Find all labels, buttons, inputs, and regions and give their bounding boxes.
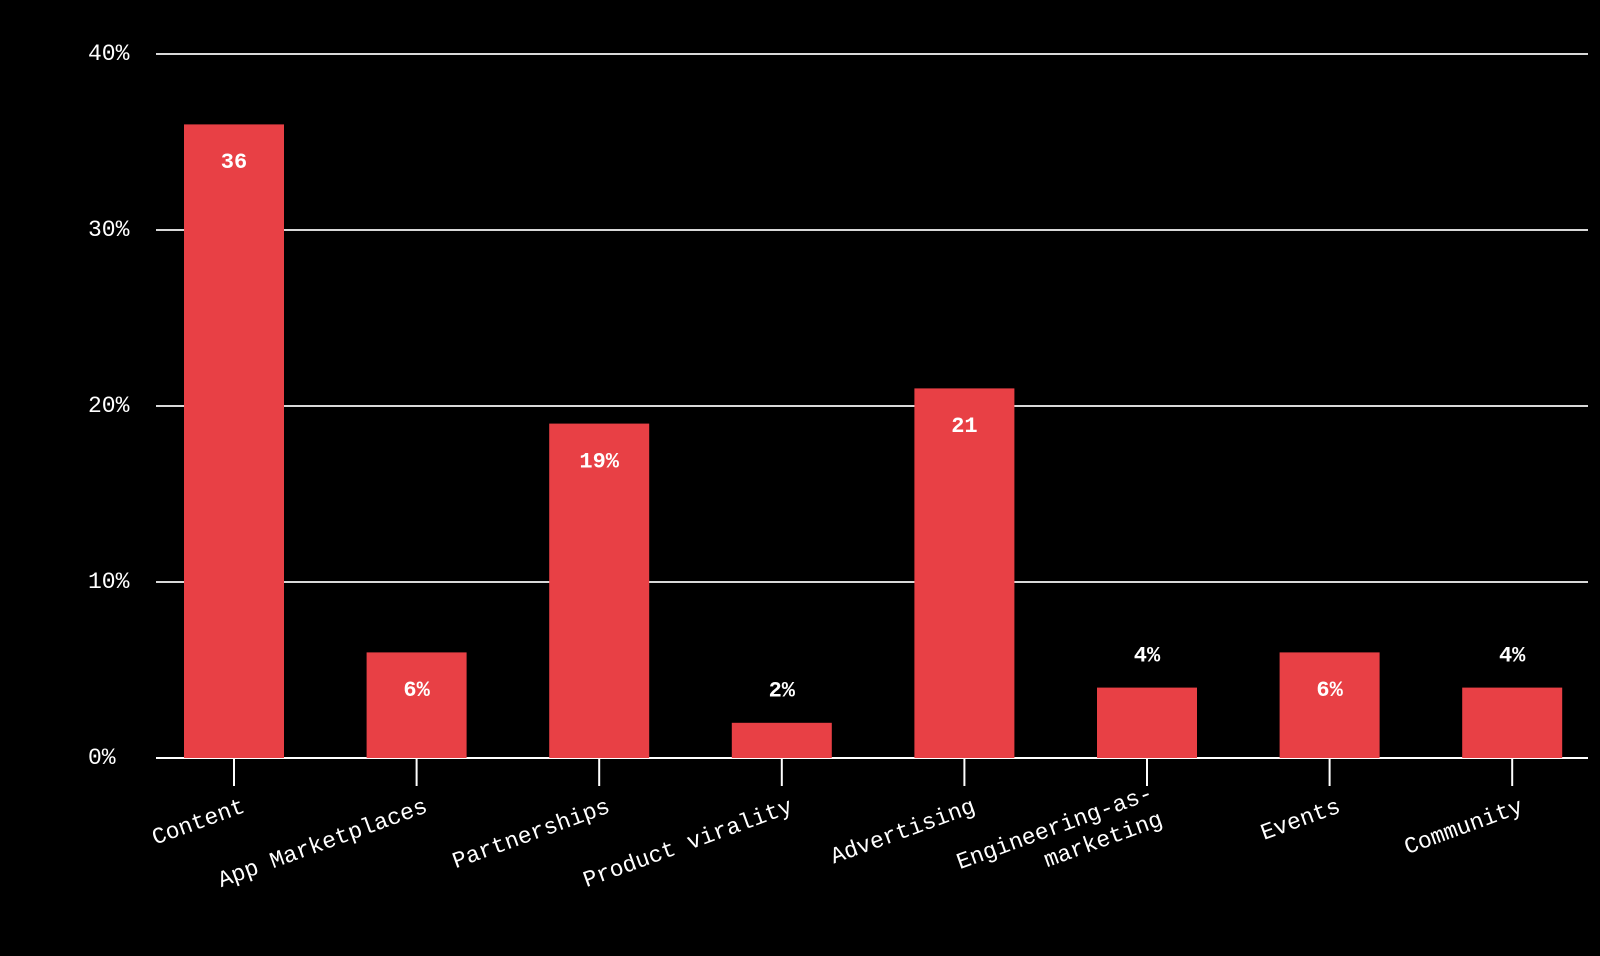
y-tick-label: 40%: [88, 41, 130, 67]
x-tick-label: Product virality: [580, 794, 797, 894]
bar: [184, 124, 284, 758]
bar: [914, 388, 1015, 758]
bar: [1279, 652, 1380, 758]
y-tick-label: 20%: [88, 393, 130, 419]
x-tick-label: Partnerships: [449, 794, 614, 875]
x-tick-label: Content: [149, 794, 249, 851]
bar: [731, 722, 832, 758]
value-label: 36: [221, 150, 247, 175]
value-label: 2%: [769, 679, 796, 704]
bar: [366, 652, 467, 758]
value-label: 4%: [1499, 643, 1526, 668]
x-tick-label: App Marketplaces: [215, 794, 431, 894]
bar: [549, 423, 650, 758]
y-tick-label: 30%: [88, 217, 130, 243]
value-label: 6%: [403, 678, 430, 703]
y-tick-label: 10%: [88, 569, 130, 595]
x-tick-label: Community: [1401, 794, 1527, 861]
y-tick-label: 0%: [88, 745, 116, 771]
value-label: 6%: [1316, 678, 1343, 703]
value-label: 4%: [1134, 643, 1161, 668]
x-tick-label: Engineering-as-marketing: [953, 781, 1166, 903]
value-label: 19%: [579, 449, 619, 474]
bar: [1462, 687, 1563, 758]
x-tick-label: Events: [1257, 794, 1344, 847]
bar: [1097, 687, 1197, 758]
value-label: 21: [951, 414, 977, 439]
